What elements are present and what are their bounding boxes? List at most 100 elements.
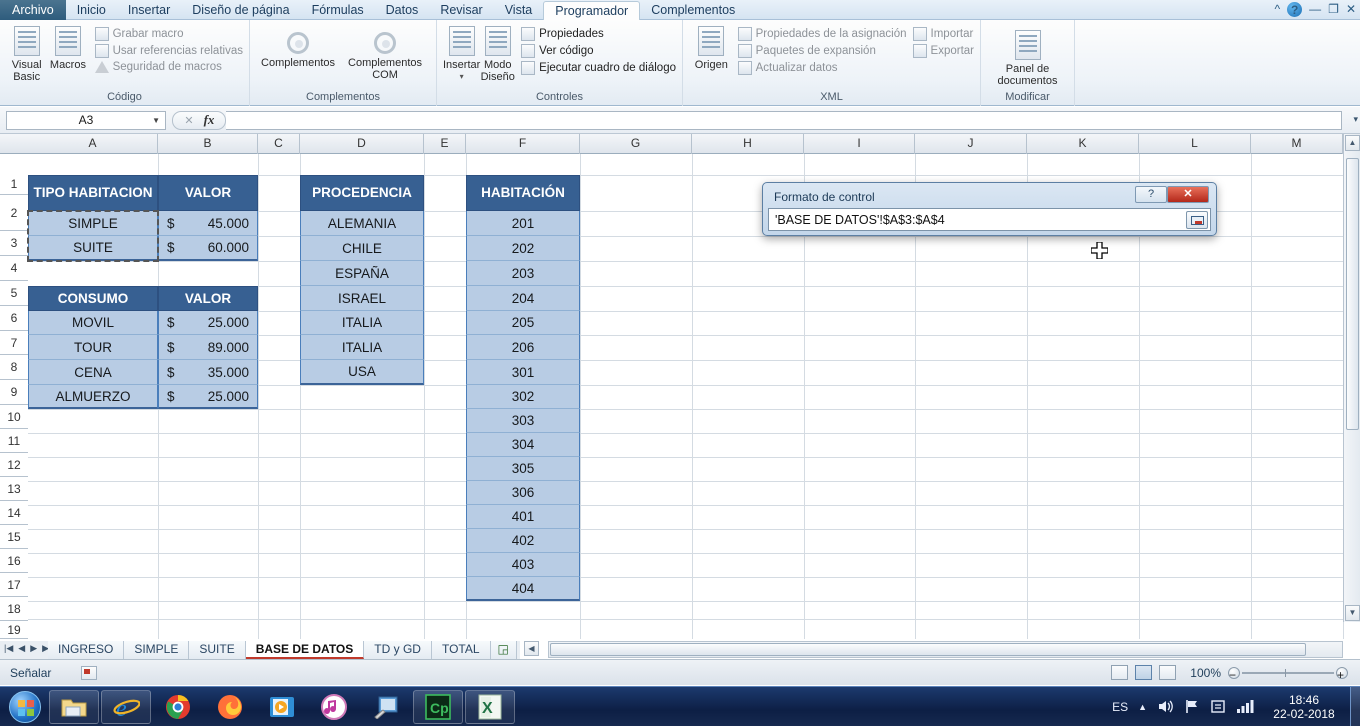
ribbon-tab-archivo[interactable]: Archivo (0, 0, 66, 20)
cell-A9-cena[interactable]: CENA (28, 360, 158, 385)
firefox-icon[interactable] (205, 690, 255, 724)
page-layout-view-button[interactable] (1135, 665, 1152, 680)
column-header-C[interactable]: C (258, 134, 300, 154)
row-header-12[interactable]: 12 (0, 453, 28, 477)
visual-basic-button[interactable]: Visual Basic (6, 24, 47, 83)
column-header-E[interactable]: E (424, 134, 466, 154)
minimize-icon[interactable]: — (1309, 2, 1322, 16)
cell-D5-procedencia[interactable]: ESPAÑA (300, 261, 424, 286)
propiedades-button[interactable]: Propiedades (521, 27, 676, 41)
seguridad-de-macros-button[interactable]: Seguridad de macros (94, 61, 243, 73)
show-hidden-icons-icon[interactable]: ▲ (1138, 701, 1147, 712)
cell-B6-valor[interactable]: VALOR (158, 286, 258, 311)
scroll-down-icon[interactable]: ▼ (1345, 605, 1360, 621)
range-input[interactable]: 'BASE DE DATOS'!$A$3:$A$4 (768, 208, 1211, 231)
sheet-tab-base-de-datos[interactable]: BASE DE DATOS (245, 641, 365, 659)
sheet-tab-ingreso[interactable]: INGRESO (48, 641, 125, 659)
cell-F6-habitacion[interactable]: 204 (466, 286, 580, 311)
itunes-icon[interactable] (309, 690, 359, 724)
column-header-L[interactable]: L (1139, 134, 1251, 154)
sheet-tab-total[interactable]: TOTAL (431, 641, 491, 659)
page-break-view-button[interactable] (1159, 665, 1176, 680)
show-desktop-button[interactable] (1350, 686, 1360, 726)
cell-B8-valor[interactable]: $89.000 (158, 335, 258, 360)
cell-F10-habitacion[interactable]: 302 (466, 385, 580, 409)
windows-explorer-icon[interactable] (49, 689, 99, 724)
cell-F18-habitacion[interactable]: 404 (466, 577, 580, 601)
importar-button[interactable]: Importar (912, 27, 974, 41)
cancel-formula-icon[interactable]: ✕ (184, 114, 194, 127)
cell-B2-valor[interactable]: VALOR (158, 175, 258, 211)
column-header-K[interactable]: K (1027, 134, 1139, 154)
cell-F15-habitacion[interactable]: 401 (466, 505, 580, 529)
insert-function-icon[interactable]: fx (203, 112, 215, 127)
cell-D8-procedencia[interactable]: ITALIA (300, 335, 424, 360)
zoom-in-button[interactable]: + (1336, 666, 1348, 682)
cell-A10-almuerzo[interactable]: ALMUERZO (28, 385, 158, 409)
sheet-nav-3[interactable]: ▶| (42, 643, 52, 653)
row-header-14[interactable]: 14 (0, 501, 28, 525)
column-header-G[interactable]: G (580, 134, 692, 154)
media-player-icon[interactable] (257, 690, 307, 724)
ejecutar-cuadro-dialogo-button[interactable]: Ejecutar cuadro de diálogo (521, 61, 676, 75)
formula-input[interactable] (226, 110, 1342, 130)
actualizar-datos-button[interactable]: Actualizar datos (737, 61, 907, 75)
row-header-3[interactable]: 3 (0, 231, 28, 256)
row-header-18[interactable]: 18 (0, 597, 28, 621)
column-header-B[interactable]: B (158, 134, 258, 154)
row-header-5[interactable]: 5 (0, 281, 28, 306)
taskbar-clock[interactable]: 18:46 22-02-2018 (1264, 693, 1344, 721)
cell-D2-procedencia[interactable]: PROCEDENCIA (300, 175, 424, 211)
cell-B3-valor[interactable]: $45.000 (158, 211, 258, 236)
cell-B10-valor[interactable]: $25.000 (158, 385, 258, 409)
cell-B9-valor[interactable]: $35.000 (158, 360, 258, 385)
zoom-slider[interactable]: − + (1228, 666, 1348, 682)
ribbon-tab-dise-o-de-p-gina[interactable]: Diseño de página (192, 3, 290, 17)
cell-F5-habitacion[interactable]: 203 (466, 261, 580, 286)
signal-bars-icon[interactable] (1236, 699, 1254, 714)
ver-codigo-button[interactable]: Ver código (521, 44, 676, 58)
cell-D4-procedencia[interactable]: CHILE (300, 236, 424, 261)
sheet-nav-2[interactable]: ▶ (30, 643, 38, 653)
insertar-control-button[interactable]: Insertar ▾ (443, 24, 480, 83)
start-button[interactable] (2, 689, 48, 725)
cell-F3-habitacion[interactable]: 201 (466, 211, 580, 236)
ribbon-tab-vista[interactable]: Vista (504, 3, 533, 17)
cell-D3-procedencia[interactable]: ALEMANIA (300, 211, 424, 236)
sheet-nav-0[interactable]: |◀ (4, 643, 14, 653)
cell-F11-habitacion[interactable]: 303 (466, 409, 580, 433)
sheet-nav-1[interactable]: ◀ (18, 643, 26, 653)
column-header-H[interactable]: H (692, 134, 804, 154)
cell-B4-valor[interactable]: $60.000 (158, 236, 258, 261)
ribbon-tab-insertar[interactable]: Insertar (127, 3, 171, 17)
cell-F4-habitacion[interactable]: 202 (466, 236, 580, 261)
column-header-F[interactable]: F (466, 134, 580, 154)
sheet-tab-td-y-gd[interactable]: TD y GD (364, 641, 432, 659)
column-header-J[interactable]: J (915, 134, 1027, 154)
cell-A8-tour[interactable]: TOUR (28, 335, 158, 360)
complementos-com-button[interactable]: Complementos COM (340, 30, 430, 81)
panel-documentos-button[interactable]: Panel de documentos (988, 28, 1068, 87)
row-header-13[interactable]: 13 (0, 477, 28, 501)
complementos-button[interactable]: Complementos (256, 30, 340, 69)
row-header-10[interactable]: 10 (0, 405, 28, 429)
row-header-11[interactable]: 11 (0, 429, 28, 453)
column-header-M[interactable]: M (1251, 134, 1343, 154)
cell-F17-habitacion[interactable]: 403 (466, 553, 580, 577)
help-icon[interactable]: ? (1287, 1, 1303, 17)
sheet-tab-simple[interactable]: SIMPLE (124, 641, 190, 659)
name-box[interactable]: A3 ▼ (6, 110, 166, 130)
exportar-button[interactable]: Exportar (912, 44, 974, 58)
normal-view-button[interactable] (1111, 665, 1128, 680)
zoom-level[interactable]: 100% (1190, 665, 1221, 680)
row-header-6[interactable]: 6 (0, 306, 28, 331)
snipping-tool-icon[interactable] (361, 690, 411, 724)
cell-D9-procedencia[interactable]: USA (300, 360, 424, 385)
column-header-D[interactable]: D (300, 134, 424, 154)
row-header-8[interactable]: 8 (0, 355, 28, 380)
expand-formula-bar-icon[interactable]: ▾ (1353, 114, 1358, 124)
scroll-up-icon[interactable]: ▲ (1345, 135, 1360, 151)
cell-F2-habitacion[interactable]: HABITACIÓN (466, 175, 580, 211)
cell-A2-tipo-habitacion[interactable]: TIPO HABITACION (28, 175, 158, 211)
captivate-icon[interactable]: Cp (413, 689, 463, 724)
